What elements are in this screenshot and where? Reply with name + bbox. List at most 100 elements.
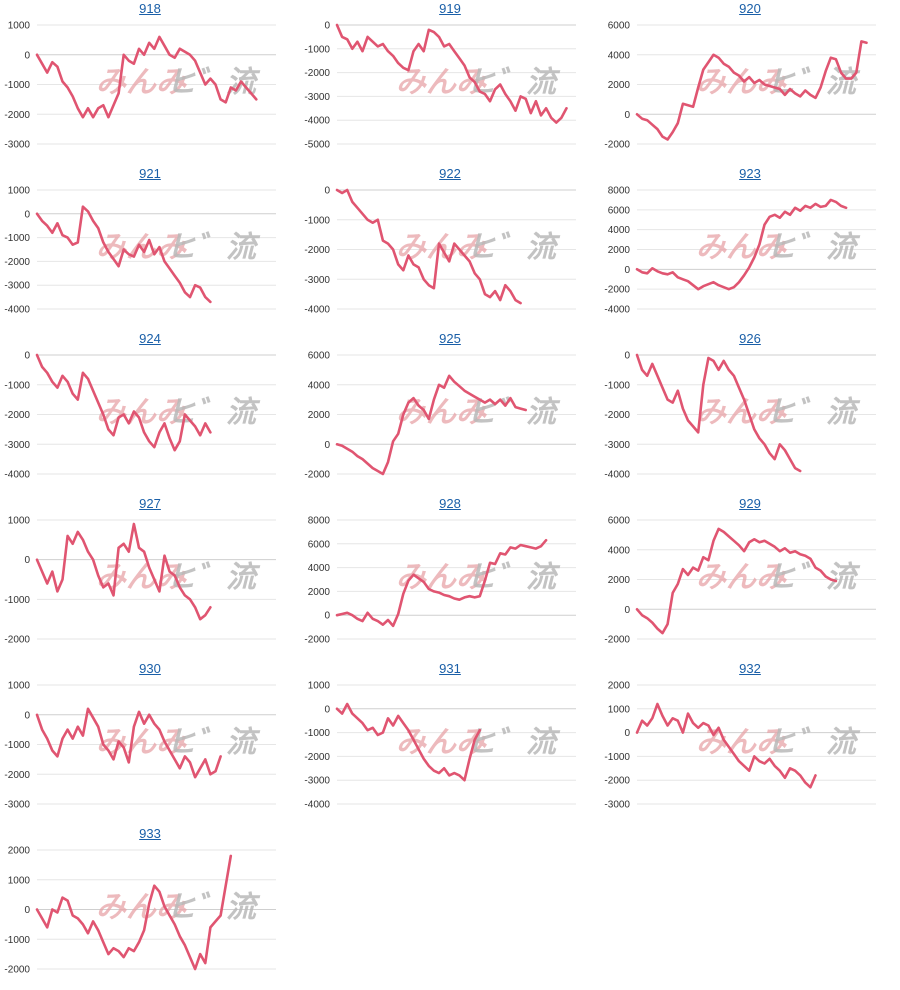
chart-title-link[interactable]: 931 (439, 661, 461, 676)
y-tick-label: -1000 (4, 80, 30, 91)
y-tick-label: -3000 (604, 440, 630, 451)
y-tick-label: -1000 (304, 215, 330, 226)
chart-panel-920: 920 6000 4000 2000 0 -2000 みんみ ヒ゛流 (600, 0, 900, 165)
y-tick-label: -1000 (4, 935, 30, 946)
chart-panel-933: 933 2000 1000 0 -1000 -2000 みんみ ヒ゛流 (0, 825, 300, 990)
chart-panel-921: 921 1000 0 -1000 -2000 -3000 -4000 みんみ ヒ゛流 (0, 165, 300, 330)
chart-panel-919: 919 0 -1000 -2000 -3000 -4000 -5000 みんみ ヒ゛流 (300, 0, 600, 165)
watermark-text-left: みんみ (696, 561, 787, 594)
chart-title-link[interactable]: 928 (439, 496, 461, 511)
chart-title-link[interactable]: 929 (739, 496, 761, 511)
chart-title-link[interactable]: 927 (139, 496, 161, 511)
y-tick-label: -2000 (304, 752, 330, 763)
y-tick-label: 2000 (308, 410, 331, 421)
watermark-text-right: ヒ゛流 (466, 561, 561, 594)
y-tick-label: 1000 (8, 875, 31, 886)
series-line (635, 527, 838, 635)
y-tick-label: 1000 (8, 516, 31, 527)
chart-title-link[interactable]: 925 (439, 331, 461, 346)
y-tick-label: 6000 (308, 351, 331, 362)
y-tick-label: 4000 (608, 50, 631, 61)
series-line (35, 35, 258, 119)
watermark-text-left: みんみ (696, 396, 787, 429)
y-tick-label: 0 (324, 704, 330, 715)
y-tick-label: 1000 (608, 704, 631, 715)
chart-title-link[interactable]: 932 (739, 661, 761, 676)
y-tick-label: 2000 (608, 245, 631, 256)
y-tick-label: 2000 (608, 80, 631, 91)
y-tick-label: 0 (624, 265, 630, 276)
y-tick-label: 8000 (308, 516, 331, 527)
chart-title-link[interactable]: 919 (439, 1, 461, 16)
y-tick-label: -2000 (604, 140, 630, 151)
y-tick-label: 4000 (308, 563, 331, 574)
y-tick-label: -1000 (604, 380, 630, 391)
y-tick-label: -4000 (304, 800, 330, 811)
y-tick-label: 0 (324, 440, 330, 451)
watermark-text-left: みんみ (396, 66, 487, 99)
chart-title-link[interactable]: 922 (439, 166, 461, 181)
watermark-text-left: みんみ (696, 231, 787, 264)
chart-title-link[interactable]: 933 (139, 826, 161, 841)
y-tick-label: 6000 (308, 539, 331, 550)
y-tick-label: 6000 (608, 205, 631, 216)
series-line (35, 707, 222, 779)
watermark-text-right: ヒ゛流 (766, 231, 861, 264)
y-tick-label: -4000 (304, 116, 330, 127)
y-tick-label: -4000 (4, 305, 30, 316)
y-tick-label: -3000 (304, 92, 330, 103)
series-line (635, 198, 848, 291)
chart-title-link[interactable]: 920 (739, 1, 761, 16)
series-line (35, 854, 233, 971)
chart-title-link[interactable]: 918 (139, 1, 161, 16)
chart-panel-931: 931 1000 0 -1000 -2000 -3000 -4000 みんみ ヒ゛流 (300, 660, 600, 825)
chart-title-link[interactable]: 924 (139, 331, 161, 346)
y-tick-label: -5000 (304, 140, 330, 151)
series-line (335, 23, 568, 124)
chart-title-link[interactable]: 930 (139, 661, 161, 676)
y-tick-label: -2000 (304, 470, 330, 481)
y-tick-label: 1000 (8, 21, 31, 32)
y-tick-label: -2000 (604, 776, 630, 787)
y-tick-label: 0 (24, 710, 30, 721)
watermark-text-right: ヒ゛流 (166, 891, 261, 924)
y-tick-label: 0 (324, 186, 330, 197)
watermark-text-right: ヒ゛流 (466, 726, 561, 759)
y-tick-label: -1000 (4, 233, 30, 244)
y-tick-label: 0 (624, 110, 630, 121)
series-line (35, 522, 212, 621)
series-line (635, 702, 817, 789)
chart-panel-932: 932 2000 1000 0 -1000 -2000 -3000 みんみ ヒ゛流 (600, 660, 900, 825)
series-line (335, 374, 527, 476)
chart-title-link[interactable]: 926 (739, 331, 761, 346)
y-tick-label: -1000 (4, 380, 30, 391)
y-tick-label: -2000 (4, 257, 30, 268)
y-tick-label: -3000 (604, 800, 630, 811)
y-tick-label: -2000 (604, 285, 630, 296)
watermark-text-right: ヒ゛流 (166, 231, 261, 264)
y-tick-label: 0 (24, 905, 30, 916)
y-tick-label: 0 (624, 728, 630, 739)
y-tick-label: 1000 (308, 681, 331, 692)
chart-title-link[interactable]: 923 (739, 166, 761, 181)
watermark-text-right: ヒ゛流 (466, 231, 561, 264)
watermark-text-left: みんみ (696, 66, 787, 99)
y-tick-label: 4000 (308, 380, 331, 391)
y-tick-label: -1000 (604, 752, 630, 763)
y-tick-label: -2000 (4, 965, 30, 976)
chart-title-link[interactable]: 921 (139, 166, 161, 181)
